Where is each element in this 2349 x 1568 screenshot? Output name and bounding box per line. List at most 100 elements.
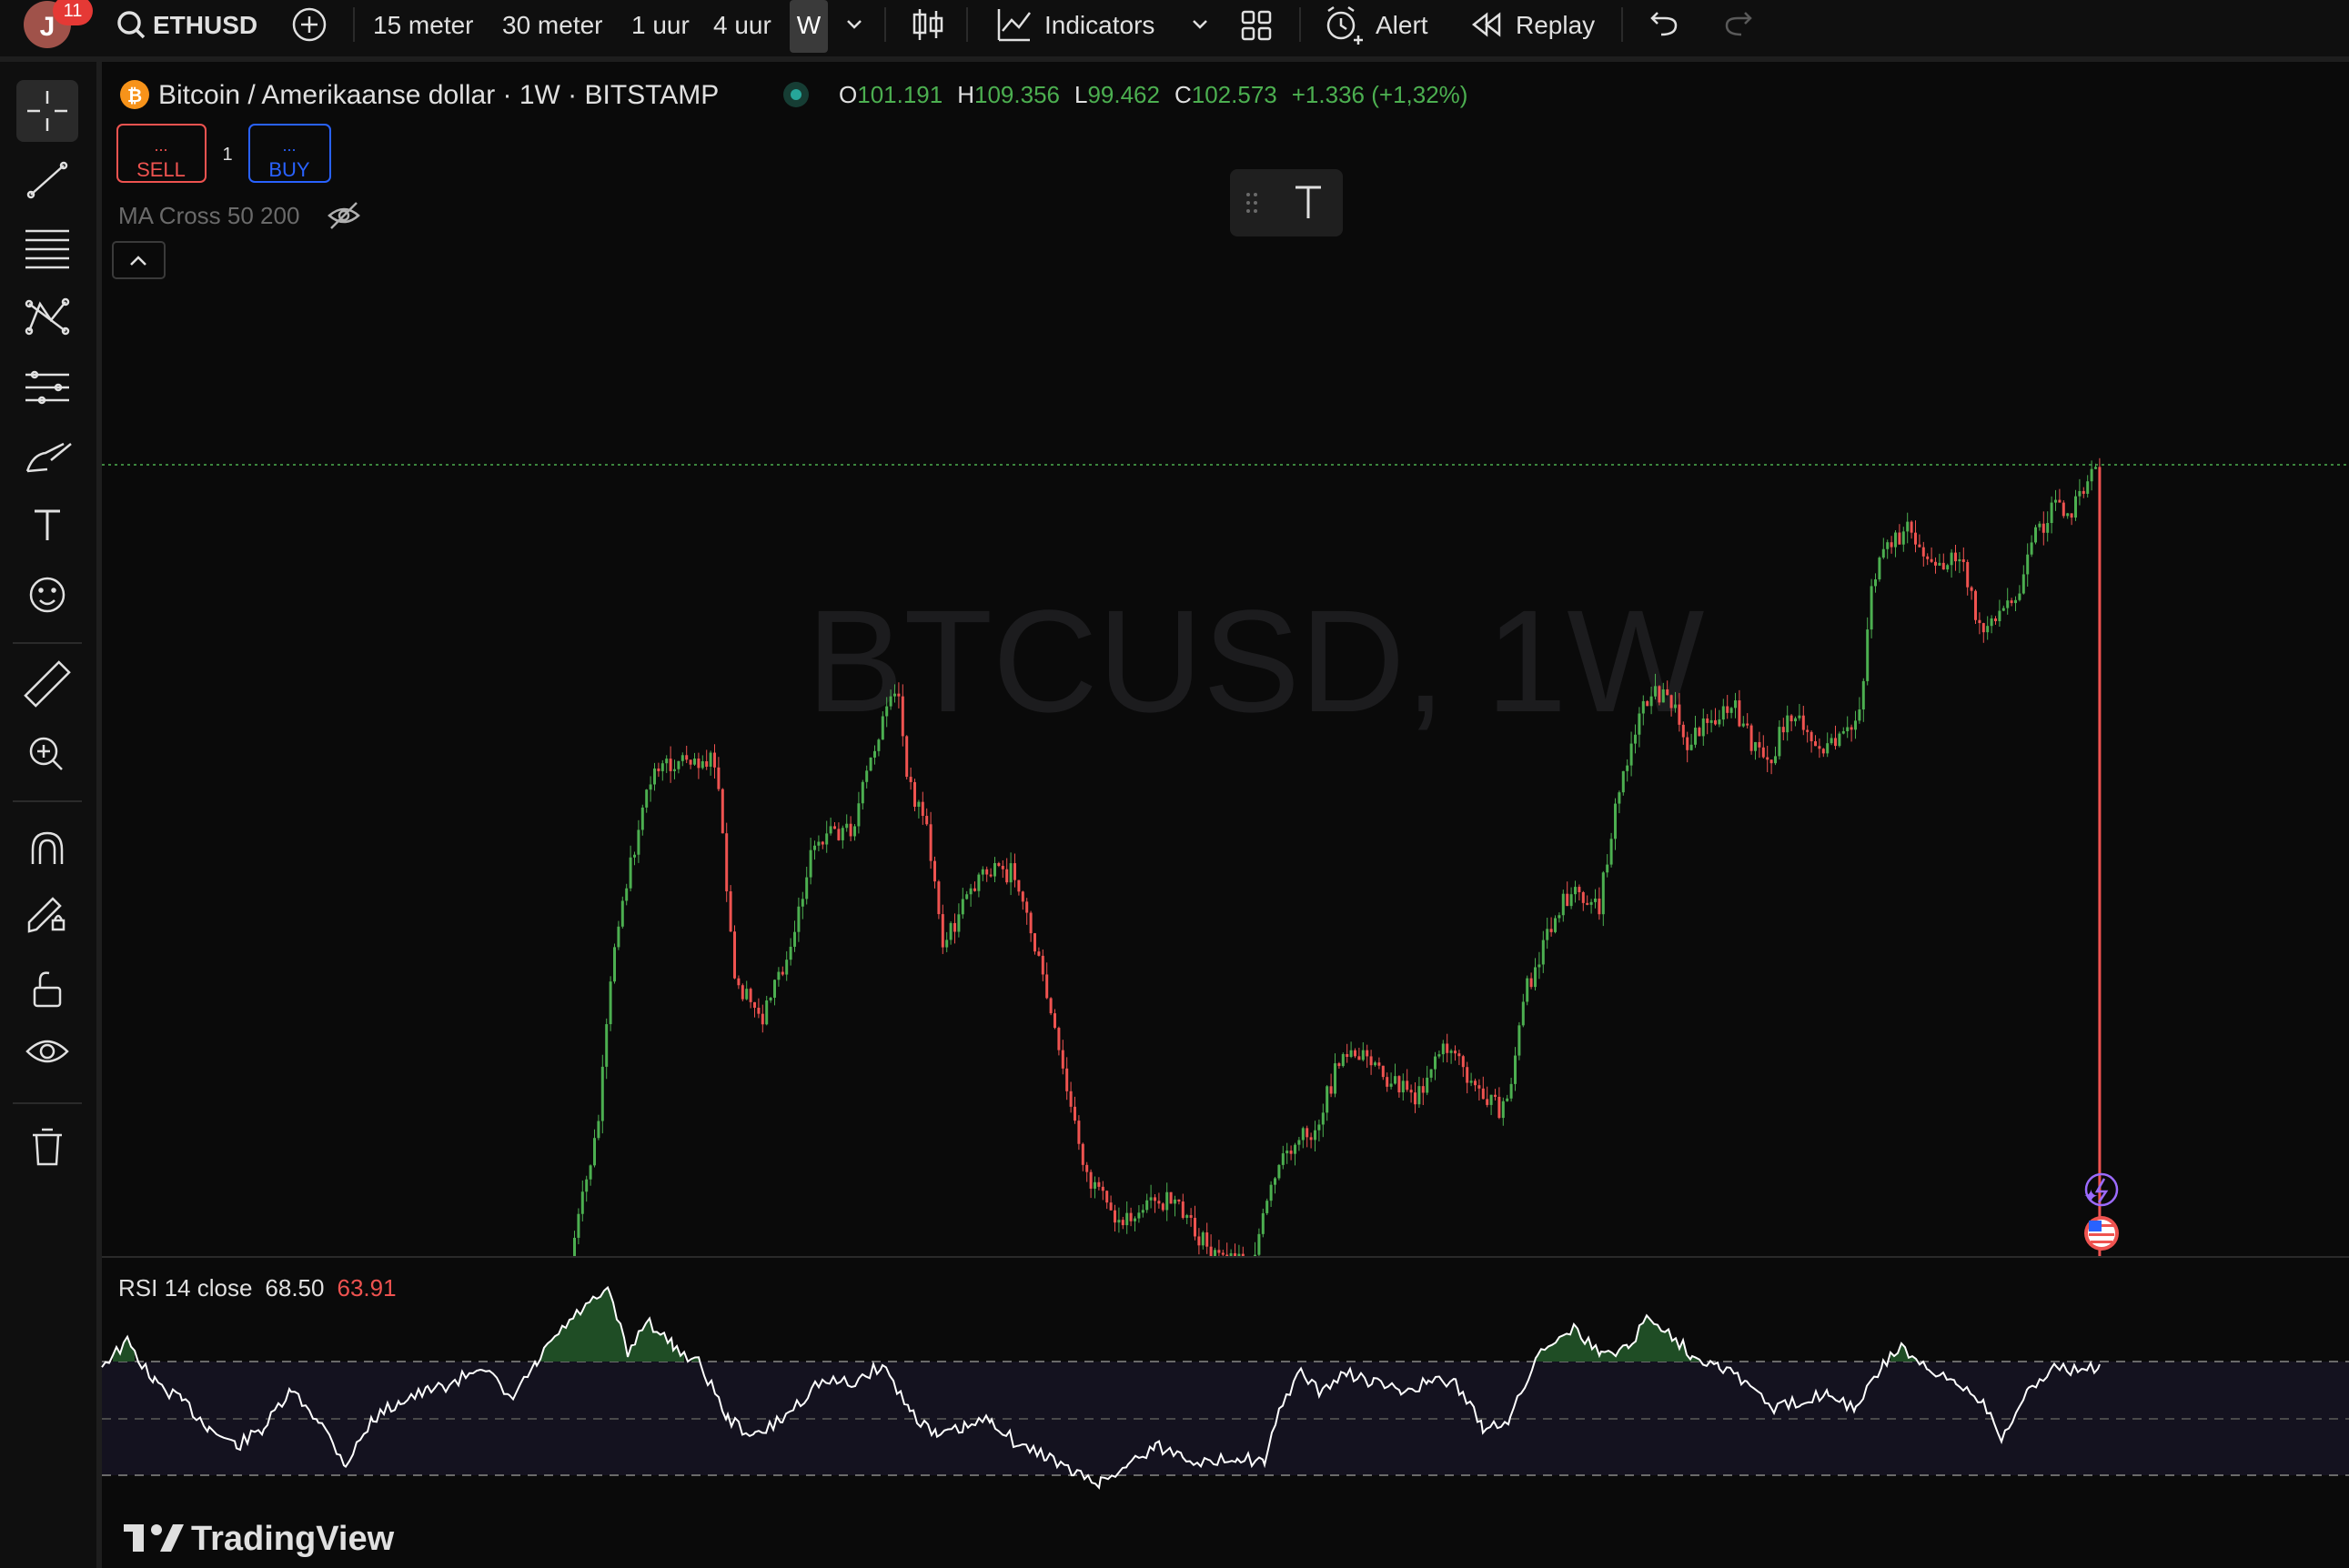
candle-body	[697, 759, 701, 769]
brush-icon[interactable]	[25, 442, 72, 473]
candle-body	[1661, 689, 1665, 703]
candle-body	[965, 894, 969, 900]
candles-icon[interactable]	[912, 9, 943, 40]
chevron-down-icon[interactable]	[847, 20, 862, 29]
collapse-legend-button[interactable]	[112, 241, 166, 279]
redo-icon[interactable]	[1725, 12, 1752, 36]
text-icon[interactable]	[1295, 186, 1321, 218]
candle-body	[1566, 893, 1569, 907]
candle-body	[1638, 713, 1641, 735]
candle-body	[1614, 803, 1617, 839]
magnet-icon[interactable]	[31, 831, 64, 864]
notification-badge[interactable]: 11	[53, 0, 93, 25]
chevron-down-icon[interactable]	[1193, 20, 1207, 29]
undo-icon[interactable]	[1650, 12, 1678, 36]
toolbar-separator	[884, 7, 886, 42]
indicators-button[interactable]: Indicators	[997, 9, 1154, 42]
candle-body	[1726, 706, 1729, 713]
interval-15m-button[interactable]: 15 meter	[373, 11, 474, 39]
interval-30m-button[interactable]: 30 meter	[502, 11, 603, 39]
candle-body	[1890, 542, 1893, 548]
candle-body	[1009, 863, 1013, 883]
candle-body	[1674, 704, 1677, 709]
rsi-line[interactable]	[101, 1285, 2101, 1490]
candle-body	[1961, 558, 1965, 562]
candle-body	[1594, 898, 1597, 902]
symbol-title[interactable]: Bitcoin / Amerikaanse dollar · 1W · BITS…	[158, 80, 719, 110]
candle-body	[2014, 599, 2017, 604]
eye-icon[interactable]	[25, 1040, 69, 1063]
candle-body	[1558, 915, 1561, 919]
candle-body	[1481, 1088, 1485, 1100]
candle-body	[1994, 618, 1997, 621]
svg-text:✦: ✦	[2083, 1187, 2099, 1207]
toolbar-separator	[966, 7, 968, 42]
interval-1h-button[interactable]: 1 uur	[631, 11, 690, 39]
alert-button[interactable]: Alert	[1326, 5, 1428, 45]
interval-4h-button[interactable]: 4 uur	[713, 11, 771, 39]
candle-body	[2042, 523, 2045, 533]
svg-text:TradingView: TradingView	[191, 1520, 395, 1558]
candle-body	[977, 874, 981, 891]
ruler-icon[interactable]	[24, 660, 71, 708]
candle-body	[1654, 686, 1657, 697]
trend-line-icon[interactable]	[26, 161, 68, 199]
candle-body	[1474, 1081, 1477, 1086]
candle-body	[1326, 1086, 1329, 1113]
pattern-icon[interactable]	[25, 297, 70, 336]
sell-button[interactable]: ... SELL	[116, 124, 207, 183]
candle-body	[1154, 1197, 1156, 1201]
candle-body	[1386, 1077, 1389, 1087]
candle-body	[1921, 547, 1925, 557]
replay-button[interactable]: Replay	[1471, 11, 1595, 39]
candle-body	[1709, 719, 1713, 723]
candle-body	[633, 854, 636, 858]
text-icon[interactable]	[35, 509, 60, 540]
lock-draw-icon[interactable]	[27, 897, 66, 933]
eye-off-icon[interactable]	[328, 202, 360, 229]
interval-1w-button[interactable]: W	[790, 0, 828, 53]
trash-icon[interactable]	[33, 1128, 62, 1166]
candle-body	[1554, 918, 1557, 932]
candle-body	[737, 978, 741, 986]
buy-button[interactable]: ... BUY	[248, 124, 331, 183]
add-symbol-icon[interactable]	[292, 7, 327, 42]
lock-icon[interactable]	[33, 971, 62, 1008]
floating-text-toolbar[interactable]	[1230, 169, 1343, 236]
candle-body	[1157, 1201, 1161, 1204]
fib-lines-icon[interactable]	[25, 229, 69, 269]
candle-body	[1229, 1252, 1233, 1256]
us-flag-icon[interactable]	[2084, 1216, 2119, 1251]
candle-body	[1065, 1068, 1069, 1091]
candle-body	[1105, 1191, 1109, 1203]
pane-divider[interactable]	[102, 1256, 2349, 1258]
candle-body	[1806, 729, 1810, 732]
layouts-icon[interactable]	[1241, 10, 1272, 41]
emoji-icon[interactable]	[29, 577, 66, 613]
candle-body	[813, 845, 816, 850]
candle-body	[2050, 502, 2053, 524]
candle-body	[1941, 562, 1945, 570]
candle-body	[1714, 719, 1717, 725]
candle-body	[1257, 1233, 1261, 1255]
candle-body	[1966, 561, 1970, 588]
crosshair-icon[interactable]	[16, 80, 78, 142]
candle-body	[640, 807, 644, 830]
candle-body	[1361, 1050, 1365, 1060]
ma-cross-indicator-label[interactable]: MA Cross 50 200	[118, 202, 299, 229]
symbol-search-button[interactable]: ETHUSD	[117, 11, 257, 39]
rsi-legend[interactable]: RSI 14 close 68.50 63.91	[118, 1274, 397, 1302]
zoom-in-icon[interactable]	[29, 737, 63, 770]
candle-body	[1774, 756, 1777, 764]
market-status-indicator[interactable]	[783, 82, 809, 107]
candle-body	[681, 755, 684, 761]
prediction-icon[interactable]	[25, 370, 69, 405]
tradingview-logo[interactable]: TradingView	[124, 1520, 395, 1558]
candlestick-series[interactable]	[573, 457, 2102, 1257]
ai-spark-icon[interactable]: ✦	[2083, 1172, 2119, 1207]
candle-body	[777, 971, 781, 980]
candle-body	[1045, 974, 1049, 999]
drag-handle-icon[interactable]	[1246, 193, 1257, 213]
candle-body	[817, 841, 821, 846]
candle-body	[821, 841, 824, 845]
